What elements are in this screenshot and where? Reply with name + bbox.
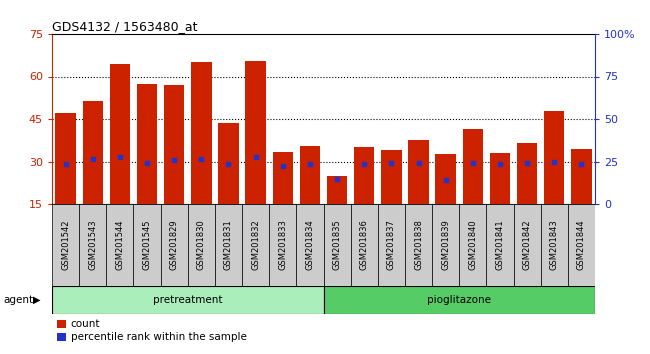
Bar bbox=[463, 129, 483, 204]
Bar bbox=[83, 101, 103, 204]
Bar bbox=[517, 143, 538, 204]
Text: GSM201834: GSM201834 bbox=[306, 219, 315, 270]
Bar bbox=[52, 286, 324, 314]
Bar bbox=[79, 204, 107, 286]
Bar bbox=[460, 204, 486, 286]
Text: GSM201836: GSM201836 bbox=[359, 219, 369, 270]
Text: ▶: ▶ bbox=[32, 295, 40, 305]
Bar bbox=[408, 140, 429, 204]
Bar bbox=[246, 61, 266, 204]
Text: GSM201543: GSM201543 bbox=[88, 220, 98, 270]
Text: GSM201837: GSM201837 bbox=[387, 219, 396, 270]
Text: GSM201841: GSM201841 bbox=[495, 220, 504, 270]
Text: GSM201830: GSM201830 bbox=[197, 219, 206, 270]
Bar bbox=[324, 286, 595, 314]
Bar bbox=[110, 64, 130, 204]
Bar bbox=[490, 153, 510, 204]
Bar bbox=[327, 176, 347, 204]
Bar bbox=[218, 123, 239, 204]
Bar bbox=[405, 204, 432, 286]
Bar bbox=[272, 152, 293, 204]
Text: GSM201840: GSM201840 bbox=[468, 220, 477, 270]
Bar bbox=[324, 204, 350, 286]
Bar bbox=[215, 204, 242, 286]
Text: GSM201542: GSM201542 bbox=[61, 220, 70, 270]
Bar bbox=[191, 62, 211, 204]
Bar bbox=[164, 85, 185, 204]
Text: pioglitazone: pioglitazone bbox=[427, 295, 491, 305]
Bar bbox=[486, 204, 514, 286]
Bar bbox=[52, 204, 79, 286]
Bar bbox=[161, 204, 188, 286]
Bar bbox=[188, 204, 215, 286]
Bar bbox=[381, 150, 402, 204]
Text: GSM201839: GSM201839 bbox=[441, 219, 450, 270]
Text: GSM201544: GSM201544 bbox=[116, 220, 124, 270]
Legend: count, percentile rank within the sample: count, percentile rank within the sample bbox=[57, 319, 246, 342]
Bar bbox=[133, 204, 161, 286]
Text: agent: agent bbox=[3, 295, 33, 305]
Bar bbox=[514, 204, 541, 286]
Bar bbox=[350, 204, 378, 286]
Text: GSM201831: GSM201831 bbox=[224, 219, 233, 270]
Text: pretreatment: pretreatment bbox=[153, 295, 222, 305]
Bar bbox=[300, 146, 320, 204]
Bar bbox=[107, 204, 133, 286]
Bar bbox=[568, 204, 595, 286]
Bar bbox=[354, 147, 374, 204]
Bar bbox=[296, 204, 324, 286]
Text: GSM201838: GSM201838 bbox=[414, 219, 423, 270]
Bar bbox=[55, 113, 76, 204]
Text: GSM201842: GSM201842 bbox=[523, 220, 532, 270]
Bar bbox=[436, 154, 456, 204]
Text: GSM201545: GSM201545 bbox=[142, 220, 151, 270]
Text: GSM201833: GSM201833 bbox=[278, 219, 287, 270]
Bar bbox=[571, 149, 592, 204]
Text: GSM201829: GSM201829 bbox=[170, 220, 179, 270]
Text: GDS4132 / 1563480_at: GDS4132 / 1563480_at bbox=[52, 20, 198, 33]
Bar bbox=[544, 110, 564, 204]
Bar bbox=[541, 204, 568, 286]
Text: GSM201832: GSM201832 bbox=[251, 219, 260, 270]
Bar bbox=[378, 204, 405, 286]
Text: GSM201835: GSM201835 bbox=[333, 219, 342, 270]
Bar bbox=[269, 204, 296, 286]
Bar bbox=[432, 204, 460, 286]
Bar bbox=[137, 84, 157, 204]
Bar bbox=[242, 204, 269, 286]
Text: GSM201843: GSM201843 bbox=[550, 219, 559, 270]
Text: GSM201844: GSM201844 bbox=[577, 220, 586, 270]
